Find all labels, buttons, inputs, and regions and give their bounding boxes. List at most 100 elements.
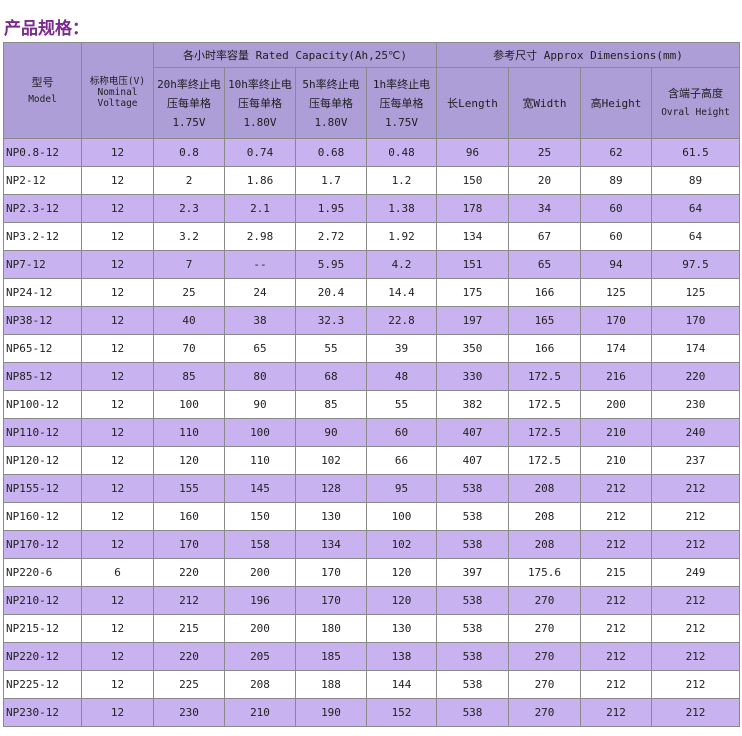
cell-overall-height: 212 <box>650 530 741 559</box>
cell-length: 197 <box>436 306 509 335</box>
cell-cap-1h: 100 <box>366 502 437 531</box>
cell-length: 96 <box>436 138 509 167</box>
cell-model: NP110-12 <box>3 418 82 447</box>
cell-width: 65 <box>508 250 581 279</box>
cell-cap-1h: 39 <box>366 334 437 363</box>
cell-model: NP85-12 <box>3 362 82 391</box>
cell-cap-5h: 180 <box>295 614 367 643</box>
table-row: NP24-12 12 25 24 20.4 14.4 175 166 125 125 <box>3 278 741 307</box>
cell-cap-1h: 1.92 <box>366 222 437 251</box>
cell-cap-1h: 102 <box>366 530 437 559</box>
header-voltage-en1: Nominal <box>97 86 138 98</box>
cell-cap-5h: 134 <box>295 530 367 559</box>
cell-cap-5h: 68 <box>295 362 367 391</box>
cell-cap-10h: 24 <box>224 278 296 307</box>
cell-cap-1h: 55 <box>366 390 437 419</box>
header-model: 型号 Model <box>3 42 82 139</box>
cell-cap-1h: 95 <box>366 474 437 503</box>
header-cap-line: 1.80V <box>243 115 277 129</box>
cell-model: NP215-12 <box>3 614 82 643</box>
cell-overall-height: 249 <box>650 558 741 587</box>
table-row: NP65-12 12 70 65 55 39 350 166 174 174 <box>3 334 741 363</box>
cell-voltage: 12 <box>81 586 154 615</box>
cell-cap-10h: 100 <box>224 418 296 447</box>
cell-width: 270 <box>508 670 581 699</box>
cell-model: NP7-12 <box>3 250 82 279</box>
cell-model: NP160-12 <box>3 502 82 531</box>
cell-length: 151 <box>436 250 509 279</box>
cell-cap-5h: 170 <box>295 586 367 615</box>
cell-cap-10h: 90 <box>224 390 296 419</box>
cell-width: 270 <box>508 698 581 727</box>
cell-cap-1h: 138 <box>366 642 437 671</box>
cell-length: 407 <box>436 446 509 475</box>
header-cap-line: 5h率终止电 <box>302 77 360 91</box>
header-cap-line: 10h率终止电 <box>228 77 292 91</box>
cell-cap-1h: 120 <box>366 586 437 615</box>
cell-width: 270 <box>508 642 581 671</box>
cell-cap-10h: 0.74 <box>224 138 296 167</box>
cell-voltage: 12 <box>81 698 154 727</box>
header-cap-line: 压每单格 <box>309 96 353 110</box>
cell-cap-20h: 2.3 <box>153 194 225 223</box>
cell-cap-1h: 4.2 <box>366 250 437 279</box>
cell-voltage: 6 <box>81 558 154 587</box>
cell-cap-5h: 170 <box>295 558 367 587</box>
cell-cap-10h: 2.98 <box>224 222 296 251</box>
cell-cap-1h: 152 <box>366 698 437 727</box>
table-row: NP2.3-12 12 2.3 2.1 1.95 1.38 178 34 60 64 <box>3 194 741 223</box>
cell-model: NP38-12 <box>3 306 82 335</box>
cell-voltage: 12 <box>81 502 154 531</box>
cell-model: NP2.3-12 <box>3 194 82 223</box>
cell-length: 134 <box>436 222 509 251</box>
cell-model: NP210-12 <box>3 586 82 615</box>
header-overall-cn: 含端子高度 <box>668 87 723 100</box>
cell-overall-height: 212 <box>650 670 741 699</box>
cell-cap-10h: 208 <box>224 670 296 699</box>
cell-cap-1h: 144 <box>366 670 437 699</box>
header-cap-line: 压每单格 <box>379 96 424 110</box>
cell-height: 62 <box>580 138 652 167</box>
cell-width: 172.5 <box>508 362 581 391</box>
cell-cap-1h: 0.48 <box>366 138 437 167</box>
cell-voltage: 12 <box>81 334 154 363</box>
cell-overall-height: 220 <box>650 362 741 391</box>
cell-cap-20h: 25 <box>153 278 225 307</box>
cell-width: 20 <box>508 166 581 195</box>
cell-cap-20h: 220 <box>153 642 225 671</box>
cell-cap-1h: 1.38 <box>366 194 437 223</box>
cell-overall-height: 212 <box>650 698 741 727</box>
header-width: 宽Width <box>508 67 581 139</box>
header-cap-10h: 10h率终止电 压每单格 1.80V <box>224 67 296 139</box>
cell-height: 170 <box>580 306 652 335</box>
cell-length: 397 <box>436 558 509 587</box>
cell-cap-20h: 155 <box>153 474 225 503</box>
cell-cap-10h: 196 <box>224 586 296 615</box>
header-cap-line: 1h率终止电 <box>372 77 431 91</box>
cell-width: 208 <box>508 502 581 531</box>
cell-height: 212 <box>580 614 652 643</box>
cell-cap-10h: 110 <box>224 446 296 475</box>
cell-model: NP155-12 <box>3 474 82 503</box>
cell-cap-5h: 55 <box>295 334 367 363</box>
table-row: NP120-12 12 120 110 102 66 407 172.5 210 237 <box>3 446 741 475</box>
table-row: NP2-12 12 2 1.86 1.7 1.2 150 20 89 89 <box>3 166 741 195</box>
table-row: NP38-12 12 40 38 32.3 22.8 197 165 170 170 <box>3 306 741 335</box>
cell-model: NP3.2-12 <box>3 222 82 251</box>
cell-model: NP120-12 <box>3 446 82 475</box>
header-cap-line: 1.75V <box>384 115 419 129</box>
cell-height: 174 <box>580 334 652 363</box>
table-row: NP230-12 12 230 210 190 152 538 270 212 212 <box>3 698 741 727</box>
cell-length: 350 <box>436 334 509 363</box>
cell-length: 178 <box>436 194 509 223</box>
cell-overall-height: 64 <box>650 194 741 223</box>
cell-cap-5h: 32.3 <box>295 306 367 335</box>
table-row: NP110-12 12 110 100 90 60 407 172.5 210 240 <box>3 418 741 447</box>
cell-cap-1h: 1.2 <box>366 166 437 195</box>
cell-overall-height: 212 <box>650 586 741 615</box>
cell-voltage: 12 <box>81 194 154 223</box>
table-row: NP3.2-12 12 3.2 2.98 2.72 1.92 134 67 60 64 <box>3 222 741 251</box>
cell-height: 212 <box>580 670 652 699</box>
cell-height: 212 <box>580 502 652 531</box>
header-voltage-en2: Voltage <box>97 97 138 109</box>
